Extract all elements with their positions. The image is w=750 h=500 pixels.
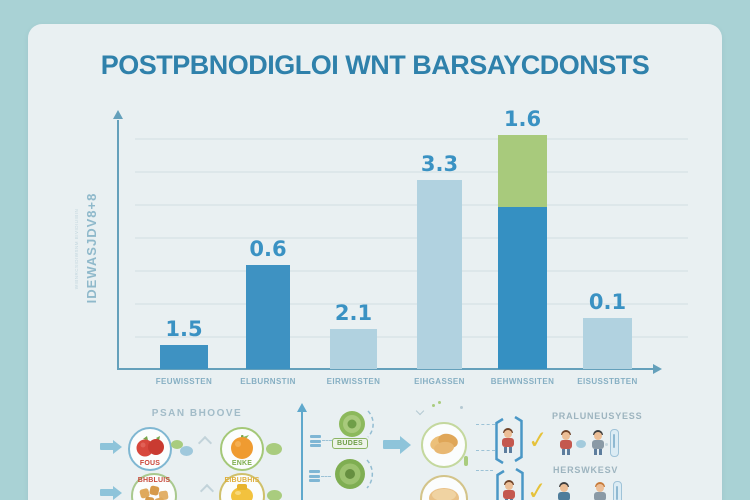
bar-value-label: 3.3 [420,152,459,176]
group-title: HERSWKESV [553,465,619,475]
decorative-dot [605,443,608,446]
bar-value-label: 2.1 [334,301,373,325]
x-axis-line [117,368,654,370]
bottom-left-heading: PSAN BHOOVE [151,408,243,419]
dashed-connector [476,470,493,471]
gridline [135,138,688,140]
decorative-dot [460,406,463,409]
honey-icon [227,480,257,500]
bar-segment [160,345,208,369]
dashed-connector [322,440,332,441]
chips-icon [427,428,461,463]
blue-blob-icon [180,446,193,456]
food-circle-chips [421,422,467,468]
child-icon [500,428,515,453]
dashed-connector [476,450,495,451]
x-axis-category-label: FEUWISSTEN [155,377,213,386]
child-icon [558,430,573,455]
tomatoes-icon [134,435,166,464]
green-tick-icon [464,456,468,466]
divider-line [301,412,303,500]
mini-stack-icon [309,470,320,482]
group-title: PRALUNEUSYESS [552,411,643,421]
gridline [135,336,688,338]
y-axis-arrow-icon [113,110,123,119]
x-axis-category-label: EISUSSTBTEN [577,377,638,386]
cabbage-icon [335,459,374,489]
bar-segment [583,318,632,369]
bread-icon [426,482,462,500]
child-icon [590,430,605,455]
dashed-connector [321,476,331,477]
node-label-text: BUDES [337,440,364,447]
child-icon [592,482,607,500]
green-blob-icon [171,440,183,449]
orange-icon [228,434,256,465]
bar-value-label: 0.1 [588,290,627,314]
divider-arrow-icon [297,403,307,412]
thermometer-icon [610,429,619,457]
x-axis-category-label: BEHWNSSITEN [490,377,555,386]
page-title: POSTPBNODIGLOI WNT BARSAYCDONSTS [100,50,650,80]
checkmark-icon: ✓ [525,476,549,500]
child-icon [556,482,571,500]
node-label: BUDES [332,438,369,449]
food-label: BHBLUIS [137,477,171,484]
decorative-dot [438,401,441,404]
food-circle-crackers: BHBLUIS [131,473,177,500]
gridline [135,270,688,272]
y-axis-line [117,120,119,369]
gridline [135,237,688,239]
x-axis-category-label: EIHGASSEN [414,377,465,386]
gridline [135,303,688,305]
food-circle-tomatoes: FOUS [128,427,172,471]
dashed-connector [476,424,495,425]
crackers-icon [137,479,171,500]
blue-blob-icon [576,440,586,448]
food-circle-orange: ENKE [220,427,264,471]
bar-segment [498,135,547,207]
bar-value-label: 0.6 [249,237,287,261]
y-axis-fine-print: WIBNRCSIDIWSNM BIVIDIUIBIN [74,208,79,290]
bar-segment [498,207,547,369]
x-axis-category-label: ELBURNSTIN [240,377,296,386]
food-label: FOUS [139,460,161,467]
food-label: ENKE [231,460,253,467]
bar-segment [417,180,462,369]
food-circle-honey: EIBUBHIS [219,473,265,500]
bar-value-label: 1.5 [165,317,203,341]
bracket-icon [496,468,524,500]
gridline [135,204,688,206]
bar-segment [246,265,290,369]
bar-segment [330,329,377,369]
card [28,24,722,500]
cabbage-icon [339,410,374,438]
green-blob-icon [267,490,282,500]
child-icon [501,480,516,500]
x-axis-category-label: EIRWISSTEN [326,377,381,386]
x-axis-arrow-icon [653,364,662,374]
flow-arrow-icon [100,439,122,454]
decorative-dot [432,404,435,407]
checkmark-icon: ✓ [526,425,550,455]
bracket-icon [495,416,523,465]
flow-arrow-icon [100,485,122,500]
flow-arrow-icon [383,435,411,454]
food-label: EIBUBHIS [224,477,260,484]
y-axis-label: IDEWASJDV8+8 [84,192,99,304]
bar-value-label: 1.6 [503,107,542,131]
mini-stack-icon [310,435,321,447]
thermometer-icon [613,481,622,500]
green-blob-icon [266,443,282,455]
gridline [135,171,688,173]
